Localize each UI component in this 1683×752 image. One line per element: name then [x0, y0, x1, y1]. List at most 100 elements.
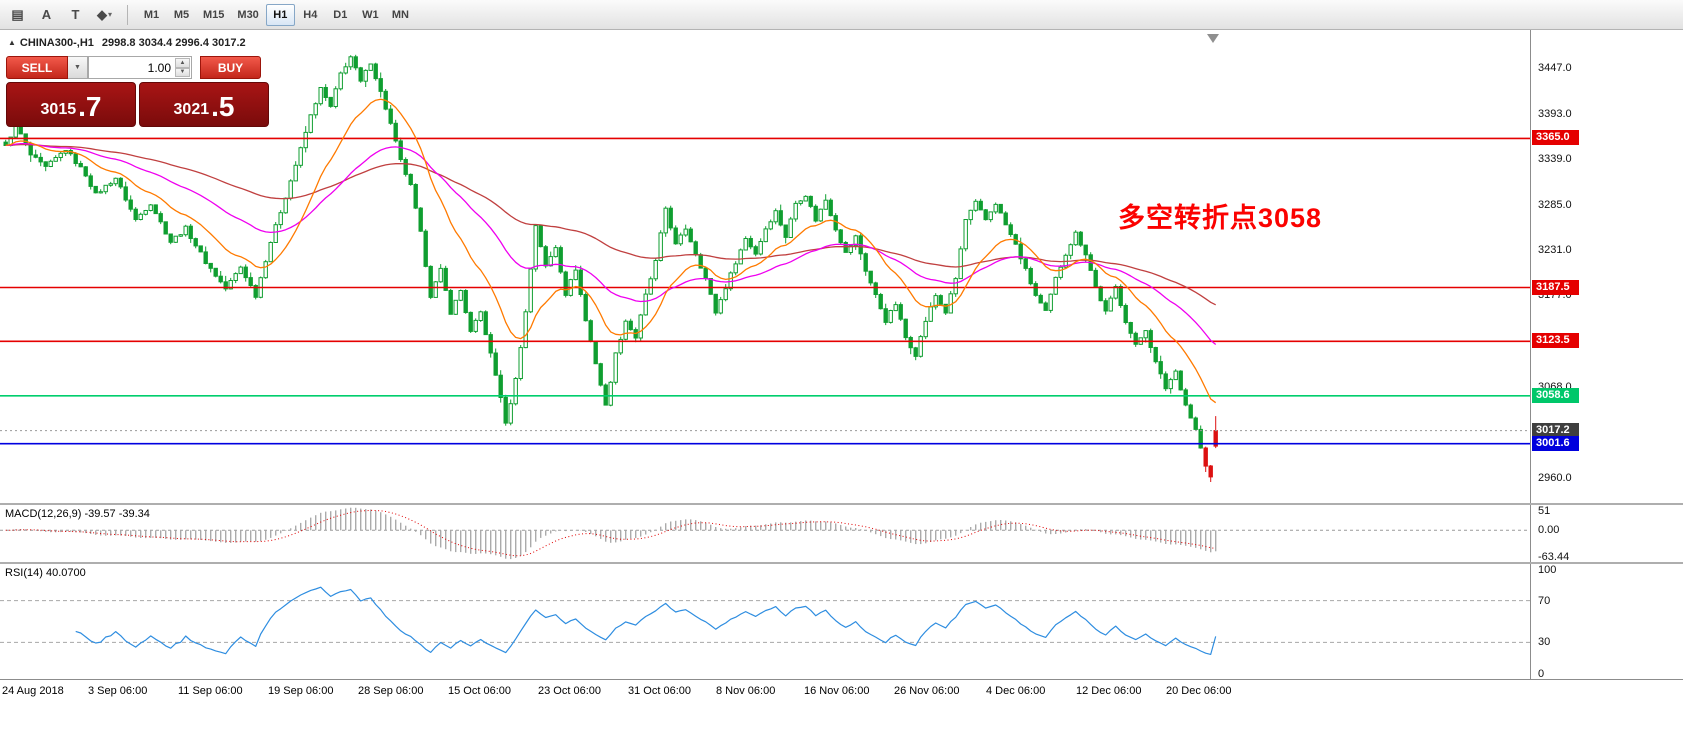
- price-axis[interactable]: 3447.03393.03339.03285.03231.03177.03068…: [1530, 30, 1683, 503]
- rsi-axis-label: 30: [1538, 636, 1551, 649]
- tf-button-h1[interactable]: H1: [265, 3, 295, 26]
- chart-symbol-ohlc: ▲ CHINA300-,H1 2998.8 3034.4 2996.4 3017.2: [8, 37, 246, 49]
- tf-button-mn[interactable]: MN: [386, 4, 415, 26]
- candle: [1033, 283, 1038, 296]
- candle: [203, 251, 208, 264]
- candle: [1083, 244, 1088, 256]
- candlestick-chart[interactable]: [0, 30, 1530, 503]
- buy-price-display[interactable]: 3021.5: [139, 82, 269, 127]
- volume-decrease-button[interactable]: ▼: [175, 67, 190, 77]
- candle: [1123, 305, 1128, 323]
- one-click-trading-panel: SELL ▼ ▲ ▼ BUY 3015.7 3021.5: [6, 56, 269, 127]
- candle: [208, 262, 213, 269]
- candle: [1133, 332, 1138, 345]
- candle: [953, 278, 958, 295]
- candle: [133, 208, 138, 220]
- time-axis[interactable]: 24 Aug 2018 3 Sep 06:00 11 Sep 06:00 19 Sep…: [0, 679, 1683, 702]
- candle: [938, 295, 943, 305]
- candle: [498, 374, 503, 399]
- candle: [673, 227, 678, 245]
- candle: [143, 210, 148, 215]
- one-click-toggle-icon[interactable]: ▲: [8, 38, 16, 47]
- candle: [508, 403, 513, 424]
- sell-price-big: .7: [78, 91, 102, 122]
- candle: [933, 295, 938, 308]
- tf-button-m5[interactable]: M5: [167, 4, 196, 26]
- candle: [578, 269, 583, 296]
- candle: [198, 245, 203, 253]
- candle: [1198, 428, 1203, 449]
- candle: [353, 56, 358, 69]
- candle: [683, 228, 688, 236]
- candle: [33, 154, 38, 158]
- sell-button[interactable]: SELL: [6, 56, 68, 79]
- candle: [563, 271, 568, 296]
- candle: [58, 152, 63, 159]
- macd-chart[interactable]: [0, 505, 1530, 562]
- candle: [888, 310, 893, 323]
- main-chart-pane: 3447.03393.03339.03285.03231.03177.03068…: [0, 30, 1683, 503]
- macd-axis[interactable]: 51 0.00 -63.44: [1530, 505, 1683, 562]
- chart-objects-icon[interactable]: ▤: [4, 3, 31, 27]
- candle: [543, 246, 548, 267]
- tf-button-m15[interactable]: M15: [197, 4, 230, 26]
- candle: [1193, 417, 1198, 430]
- macd-pane: 51 0.00 -63.44 MACD(12,26,9) -39.57 -39.34: [0, 505, 1683, 562]
- candle: [163, 221, 168, 235]
- candle: [548, 256, 553, 267]
- candle: [813, 205, 818, 222]
- candle: [1098, 286, 1103, 302]
- tf-button-w1[interactable]: W1: [356, 4, 385, 26]
- tf-button-m1[interactable]: M1: [137, 4, 166, 26]
- time-axis-label: 8 Nov 06:00: [716, 685, 776, 697]
- candle: [138, 213, 143, 221]
- candle: [193, 238, 198, 247]
- toolbar-icon-group: ▤ A T ◆ ▾: [4, 3, 118, 27]
- candle: [693, 241, 698, 256]
- candle: [528, 268, 533, 313]
- candle: [473, 319, 478, 332]
- candle: [533, 225, 538, 270]
- candle: [488, 334, 493, 354]
- text-tool-icon[interactable]: A: [33, 3, 60, 27]
- candle: [833, 215, 838, 231]
- line-studies-dropdown-icon[interactable]: ◆ ▾: [91, 3, 118, 27]
- rsi-chart[interactable]: [0, 564, 1530, 679]
- pane-resizer-macd[interactable]: [0, 503, 1683, 505]
- candle: [108, 183, 113, 186]
- text-label-tool-icon[interactable]: T: [62, 3, 89, 27]
- candle: [1053, 276, 1058, 295]
- candle: [843, 242, 848, 253]
- tf-button-d1[interactable]: D1: [326, 4, 355, 26]
- candle: [328, 96, 333, 107]
- candle: [288, 180, 293, 199]
- candle: [1168, 379, 1173, 390]
- candle: [513, 378, 518, 405]
- candle: [248, 277, 253, 287]
- candle: [1058, 266, 1063, 278]
- candle: [433, 281, 438, 298]
- rsi-axis[interactable]: 100 70 30 0: [1530, 564, 1683, 679]
- volume-increase-button[interactable]: ▲: [175, 58, 190, 68]
- candle: [978, 200, 983, 211]
- candle: [718, 299, 723, 314]
- tf-button-m30[interactable]: M30: [231, 4, 264, 26]
- candle: [1008, 224, 1013, 236]
- sell-price-display[interactable]: 3015.7: [6, 82, 136, 127]
- pane-resizer-rsi[interactable]: [0, 562, 1683, 564]
- rsi-pane: 100 70 30 0 RSI(14) 40.0700: [0, 564, 1683, 679]
- candle: [458, 290, 463, 301]
- candle: [573, 269, 578, 281]
- buy-button[interactable]: BUY: [200, 56, 261, 79]
- order-type-dropdown[interactable]: ▼: [68, 56, 88, 79]
- volume-input[interactable]: [89, 57, 191, 78]
- chart-annotation[interactable]: 多空转折点3058: [1118, 203, 1323, 233]
- candle: [883, 308, 888, 323]
- candle: [1178, 370, 1183, 391]
- candle: [118, 177, 123, 188]
- candle: [743, 238, 748, 251]
- candle: [943, 303, 948, 314]
- tf-button-h4[interactable]: H4: [296, 4, 325, 26]
- candle: [73, 153, 78, 165]
- candle: [828, 199, 833, 217]
